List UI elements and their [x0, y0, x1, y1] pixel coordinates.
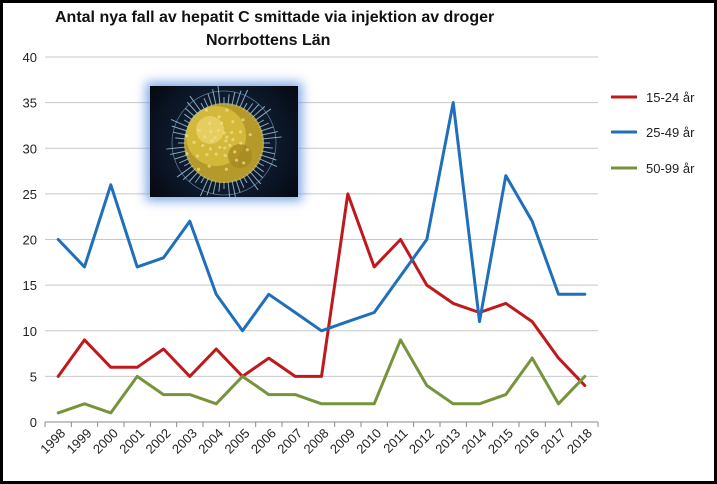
x-axis-ticks: 1998199920002001200220032004200520062007… — [37, 422, 599, 457]
legend-label: 25-49 år — [646, 125, 695, 140]
virus-micrograph-image — [150, 86, 298, 197]
x-tick-label: 2007 — [274, 426, 305, 457]
x-tick-label: 2011 — [380, 426, 410, 456]
x-tick-label: 2015 — [485, 426, 516, 457]
x-tick-label: 2018 — [564, 426, 595, 457]
x-tick-label: 2001 — [116, 426, 147, 457]
x-tick-label: 2006 — [248, 426, 279, 457]
x-tick-label: 2012 — [406, 426, 437, 457]
x-tick-label: 2002 — [143, 426, 174, 457]
series-line — [56, 192, 587, 387]
y-tick-label: 30 — [23, 141, 37, 156]
y-tick-label: 5 — [30, 369, 37, 384]
y-tick-label: 40 — [23, 50, 37, 65]
x-tick-label: 2004 — [195, 426, 226, 457]
x-tick-label: 2009 — [327, 426, 358, 457]
x-tick-label: 2013 — [432, 426, 463, 457]
series-lines — [56, 101, 587, 415]
x-tick-label: 2003 — [169, 426, 200, 457]
y-tick-label: 15 — [23, 278, 37, 293]
legend-label: 50-99 år — [646, 161, 695, 176]
x-tick-label: 1999 — [64, 426, 95, 457]
series-line — [56, 101, 587, 333]
x-tick-label: 2008 — [301, 426, 332, 457]
x-tick-label: 2010 — [353, 426, 384, 457]
x-tick-label: 2016 — [511, 426, 542, 457]
y-tick-label: 35 — [23, 96, 37, 111]
x-tick-label: 2000 — [90, 426, 121, 457]
chart-title: Antal nya fall av hepatit C smittade via… — [55, 9, 495, 26]
x-tick-label: 2017 — [538, 426, 569, 457]
x-tick-label: 1998 — [37, 426, 68, 457]
chart-subtitle: Norrbottens Län — [206, 32, 331, 49]
y-tick-label: 20 — [23, 233, 37, 248]
y-tick-label: 25 — [23, 187, 37, 202]
y-axis-ticks: 0 5 10 15 20 25 30 35 40 — [23, 50, 37, 430]
x-tick-label: 2014 — [459, 426, 490, 457]
legend-label: 15-24 år — [646, 90, 695, 105]
y-tick-label: 0 — [30, 415, 37, 430]
legend: 15-24 år 25-49 år 50-99 år — [611, 90, 695, 176]
x-tick-label: 2005 — [222, 426, 253, 457]
y-tick-label: 10 — [23, 324, 37, 339]
